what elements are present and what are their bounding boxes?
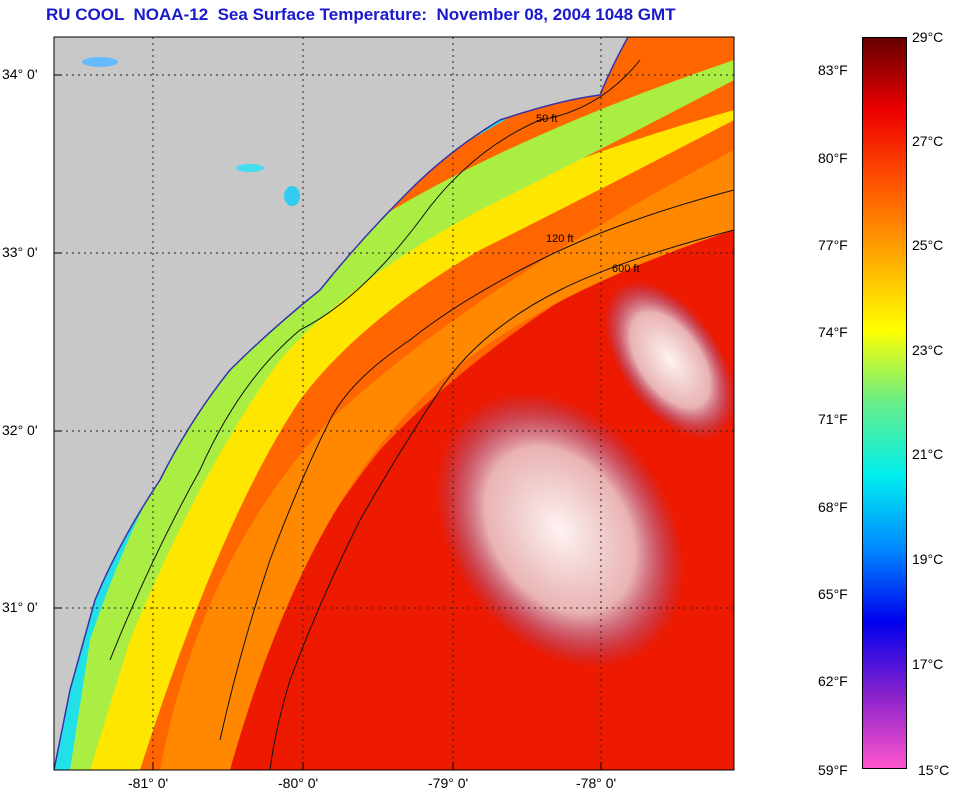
colorbar-c-label: 27°C <box>912 133 944 149</box>
cloud-patch <box>435 391 685 669</box>
colorbar-f-label: 83°F <box>818 62 848 78</box>
colorbar-f-label: 80°F <box>818 150 848 166</box>
colorbar-c-label: 29°C <box>912 29 944 45</box>
map-frame <box>53 36 735 771</box>
colorbar <box>862 37 907 769</box>
lat-label-31: 31° 0' <box>2 599 38 615</box>
colorbar-c-label: 17°C <box>912 656 944 672</box>
lon-label-80: -80° 0' <box>278 775 319 791</box>
colorbar-f-label: 62°F <box>818 673 848 689</box>
colorbar-c-label: 19°C <box>912 551 944 567</box>
lake <box>82 57 118 67</box>
colorbar-f-label: 77°F <box>818 237 848 253</box>
graticule <box>54 37 734 770</box>
lat-label-32: 32° 0' <box>2 422 38 438</box>
land-area <box>54 37 628 770</box>
lon-label-79: -79° 0' <box>428 775 469 791</box>
lon-label-78: -78° 0' <box>576 775 617 791</box>
map-title: RU COOL NOAA-12 Sea Surface Temperature:… <box>46 5 676 24</box>
colorbar-f-label: 65°F <box>818 586 848 602</box>
contour-50ft <box>109 59 641 661</box>
contour-label-120: 120 ft <box>546 233 574 245</box>
colorbar-f-label: 68°F <box>818 499 848 515</box>
lake <box>284 186 300 206</box>
colorbar-f-label: 74°F <box>818 324 848 340</box>
lake <box>236 164 264 172</box>
contour-label-600: 600 ft <box>612 263 640 275</box>
coastline <box>54 37 629 770</box>
colorbar-c-label: 15°C <box>918 762 950 778</box>
lat-label-34: 34° 0' <box>2 66 38 82</box>
orange-band <box>160 150 734 770</box>
lon-label-81: -81° 0' <box>128 775 169 791</box>
contour-label-50: 50 ft <box>536 113 557 125</box>
contour-120ft <box>219 189 734 741</box>
colorbar-c-label: 21°C <box>912 446 944 462</box>
colorbar-c-label: 23°C <box>912 342 944 358</box>
cloud-patch-north <box>604 280 734 440</box>
colorbar-f-label: 71°F <box>818 411 848 427</box>
contour-600ft <box>269 229 734 770</box>
colorbar-c-label: 25°C <box>912 237 944 253</box>
colorbar-f-label: 59°F <box>818 762 848 778</box>
lat-label-33: 33° 0' <box>2 244 38 260</box>
tick-marks <box>54 74 602 770</box>
